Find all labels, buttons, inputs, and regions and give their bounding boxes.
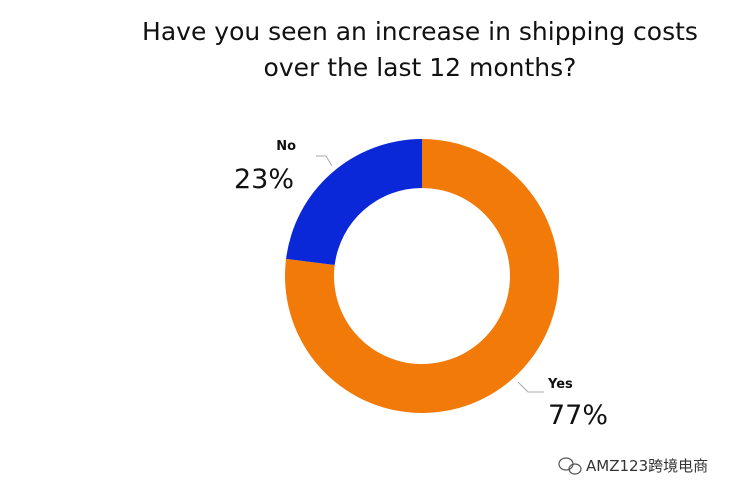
category-label: No [276,139,296,154]
value-label: 23% [234,164,294,195]
category-label: Yes [547,377,573,392]
value-label: 77% [548,400,608,431]
donut-slice [285,139,559,413]
chart-title: Have you seen an increase in shipping co… [142,17,698,82]
watermark: AMZ123跨境电商 [586,457,709,475]
donut-slice [286,139,422,265]
leader-line [517,381,544,393]
wechat-icon [558,457,582,475]
leader-line [316,155,333,167]
